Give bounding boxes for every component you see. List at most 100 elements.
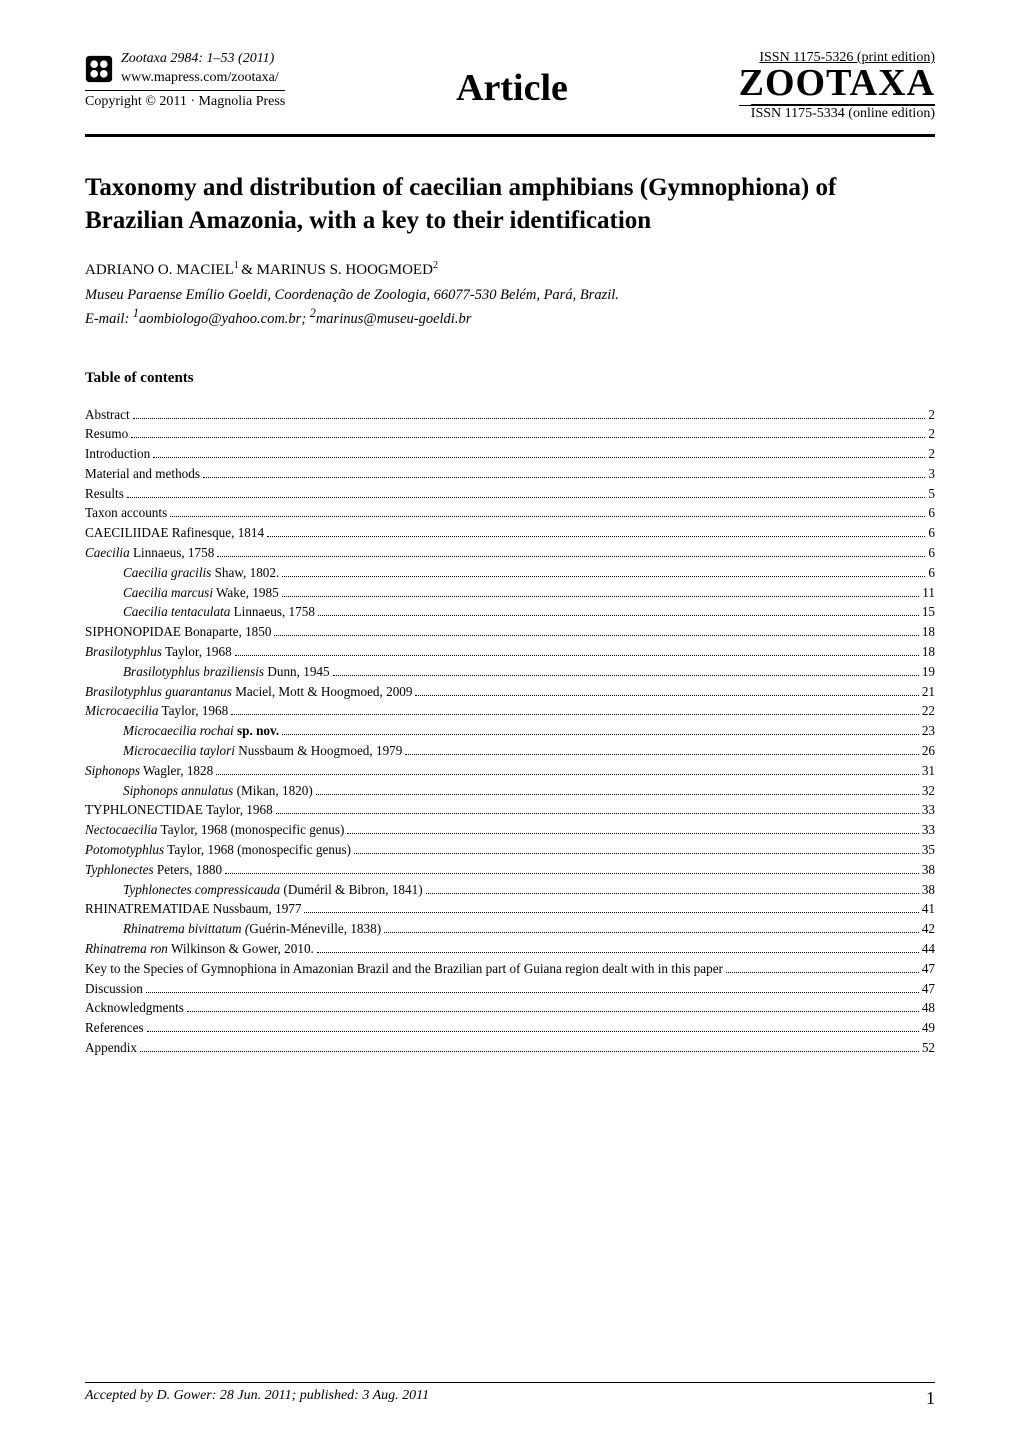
toc-label: SIPHONOPIDAE Bonaparte, 1850 [85,622,271,642]
toc-page: 47 [922,979,935,999]
toc-label: Caecilia gracilis Shaw, 1802. [85,563,279,583]
toc-leader-dots [304,903,918,913]
toc-label: Caecilia marcusi Wake, 1985 [85,583,279,603]
footer: Accepted by D. Gower: 28 Jun. 2011; publ… [85,1382,935,1409]
toc-label: Brasilotyphlus braziliensis Dunn, 1945 [85,662,330,682]
toc-label: Rhinatrema ron Wilkinson & Gower, 2010. [85,939,314,959]
toc-leader-dots [276,804,919,814]
toc-label: Brasilotyphlus guarantanus Maciel, Mott … [85,682,412,702]
toc-label: CAECILIIDAE Rafinesque, 1814 [85,523,264,543]
toc-page: 2 [928,405,935,425]
toc-row: Typhlonectes Peters, 1880 38 [85,860,935,880]
toc-leader-dots [147,1022,919,1032]
toc-row: Results 5 [85,484,935,504]
journal-meta: Zootaxa 2984: 1–53 (2011) www.mapress.co… [121,50,279,88]
toc-leader-dots [426,883,919,893]
toc-label: Abstract [85,405,130,425]
toc-page: 18 [922,622,935,642]
toc-label: Siphonops Wagler, 1828 [85,761,213,781]
toc-leader-dots [203,468,925,478]
toc-page: 52 [922,1038,935,1058]
toc-page: 19 [922,662,935,682]
masthead-left: Zootaxa 2984: 1–53 (2011) www.mapress.co… [85,50,285,112]
toc-row: TYPHLONECTIDAE Taylor, 1968 33 [85,800,935,820]
journal-name: ZOOTAXA [739,63,935,106]
toc-label: Typhlonectes compressicauda (Duméril & B… [85,880,423,900]
toc-row: Microcaecilia taylori Nussbaum & Hoogmoe… [85,741,935,761]
toc-row: Key to the Species of Gymnophiona in Ama… [85,959,935,979]
journal-line: Zootaxa 2984: 1–53 (2011) [121,50,279,69]
toc-label: Microcaecilia Taylor, 1968 [85,701,228,721]
toc-row: Abstract 2 [85,405,935,425]
toc-heading: Table of contents [85,370,935,387]
toc-leader-dots [133,408,926,418]
toc-label: Material and methods [85,464,200,484]
toc-row: Nectocaecilia Taylor, 1968 (monospecific… [85,820,935,840]
journal-logo-icon [85,55,113,83]
page-number: 1 [926,1388,935,1409]
toc-leader-dots [127,487,926,497]
toc-row: SIPHONOPIDAE Bonaparte, 1850 18 [85,622,935,642]
toc-page: 11 [922,583,935,603]
toc-row: Brasilotyphlus braziliensis Dunn, 1945 1… [85,662,935,682]
page: Zootaxa 2984: 1–53 (2011) www.mapress.co… [0,0,1020,1443]
footer-row: Accepted by D. Gower: 28 Jun. 2011; publ… [85,1388,935,1409]
journal-url: www.mapress.com/zootaxa/ [121,69,279,88]
toc-label: Acknowledgments [85,998,184,1018]
toc-leader-dots [347,824,918,834]
toc-row: Caecilia marcusi Wake, 1985 11 [85,583,935,603]
toc-label: Potomotyphlus Taylor, 1968 (monospecific… [85,840,351,860]
toc-leader-dots [318,606,919,616]
masthead: Zootaxa 2984: 1–53 (2011) www.mapress.co… [85,50,935,122]
toc-page: 33 [922,820,935,840]
toc-page: 21 [922,682,935,702]
toc-row: Typhlonectes compressicauda (Duméril & B… [85,880,935,900]
toc-page: 15 [922,602,935,622]
article-title: Taxonomy and distribution of caecilian a… [85,171,935,239]
toc-label: Resumo [85,424,128,444]
toc-leader-dots [153,448,925,458]
toc-page: 23 [922,721,935,741]
toc-page: 6 [928,503,935,523]
toc-leader-dots [317,943,919,953]
toc-row: Discussion 47 [85,979,935,999]
toc-leader-dots [384,923,919,933]
toc-page: 48 [922,998,935,1018]
accepted-line: Accepted by D. Gower: 28 Jun. 2011; publ… [85,1388,429,1409]
toc-page: 32 [922,781,935,801]
toc-page: 22 [922,701,935,721]
toc-leader-dots [282,586,920,596]
toc-leader-dots [225,864,919,874]
toc-row: Caecilia Linnaeus, 1758 6 [85,543,935,563]
toc-row: Siphonops annulatus (Mikan, 1820) 32 [85,781,935,801]
masthead-left-top: Zootaxa 2984: 1–53 (2011) www.mapress.co… [85,50,285,88]
toc-label: Results [85,484,124,504]
table-of-contents: Abstract 2Resumo 2Introduction 2Material… [85,405,935,1058]
toc-label: RHINATREMATIDAE Nussbaum, 1977 [85,899,301,919]
toc-page: 49 [922,1018,935,1038]
toc-page: 47 [922,959,935,979]
toc-page: 3 [928,464,935,484]
toc-leader-dots [274,626,918,636]
toc-row: Introduction 2 [85,444,935,464]
toc-row: Rhinatrema ron Wilkinson & Gower, 2010. … [85,939,935,959]
toc-page: 33 [922,800,935,820]
toc-page: 31 [922,761,935,781]
toc-row: Resumo 2 [85,424,935,444]
toc-label: TYPHLONECTIDAE Taylor, 1968 [85,800,273,820]
toc-leader-dots [187,1002,919,1012]
toc-row: RHINATREMATIDAE Nussbaum, 1977 41 [85,899,935,919]
toc-label: Appendix [85,1038,137,1058]
toc-leader-dots [726,963,919,973]
masthead-right: ISSN 1175-5326 (print edition) ZOOTAXA I… [739,50,935,122]
toc-label: Nectocaecilia Taylor, 1968 (monospecific… [85,820,344,840]
toc-leader-dots [282,567,925,577]
toc-leader-dots [405,745,918,755]
toc-row: Siphonops Wagler, 1828 31 [85,761,935,781]
toc-leader-dots [216,765,919,775]
toc-leader-dots [354,844,919,854]
toc-label: Key to the Species of Gymnophiona in Ama… [85,959,723,979]
toc-label: Introduction [85,444,150,464]
affiliation: Museu Paraense Emílio Goeldi, Coordenaçã… [85,285,935,329]
article-label: Article [456,66,568,110]
